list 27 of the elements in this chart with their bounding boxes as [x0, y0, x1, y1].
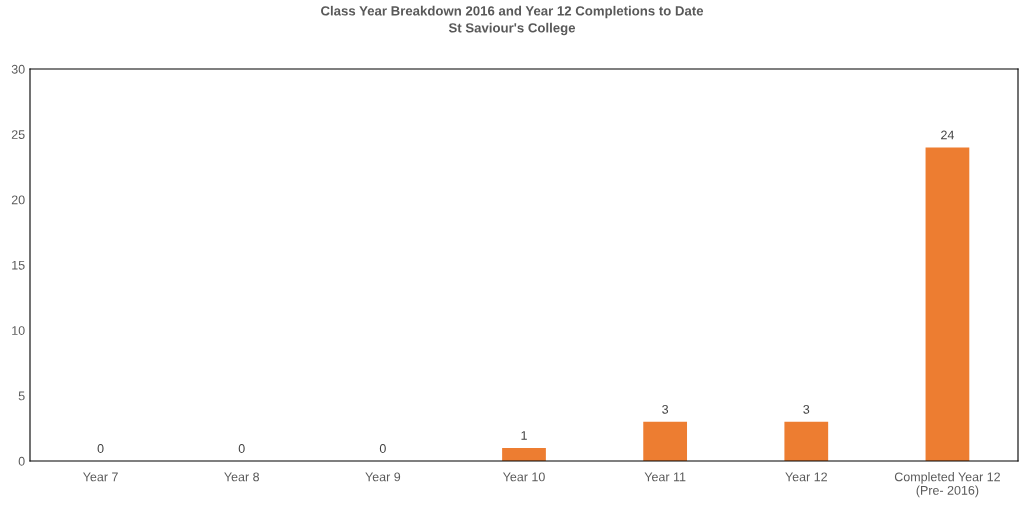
- x-tick-label: Year 7: [83, 472, 118, 482]
- x-tick-label: Year 11: [644, 472, 686, 482]
- y-tick-label: 20: [11, 195, 25, 205]
- chart-subtitle: St Saviour's College: [448, 22, 576, 36]
- x-tick-label: Year 10: [502, 472, 545, 482]
- bar: [502, 447, 546, 461]
- data-label: 1: [521, 431, 527, 440]
- x-tick-label: Year 8: [224, 472, 260, 482]
- y-tick-label: 5: [18, 391, 25, 401]
- data-label: 3: [662, 404, 669, 414]
- data-label: 0: [238, 444, 245, 453]
- bar: [643, 421, 688, 461]
- data-label: 0: [379, 444, 386, 453]
- x-tick-label: Completed Year 12 (Pre- 2016): [894, 472, 1000, 498]
- y-tick-label: 30: [11, 64, 25, 74]
- bar: [925, 147, 970, 461]
- y-tick-label: 0: [18, 456, 25, 466]
- y-tick-label: 25: [11, 130, 25, 139]
- data-label: 0: [97, 444, 104, 453]
- chart-title: Class Year Breakdown 2016 and Year 12 Completions to Date: [321, 5, 704, 19]
- data-label: 3: [803, 404, 810, 414]
- y-tick-label: 10: [12, 326, 25, 335]
- y-tick-label: 15: [12, 260, 25, 270]
- x-tick-label: Year 12: [785, 472, 827, 482]
- data-label: 24: [941, 130, 955, 140]
- x-tick-label: Year 9: [365, 472, 401, 482]
- bar: [784, 421, 829, 461]
